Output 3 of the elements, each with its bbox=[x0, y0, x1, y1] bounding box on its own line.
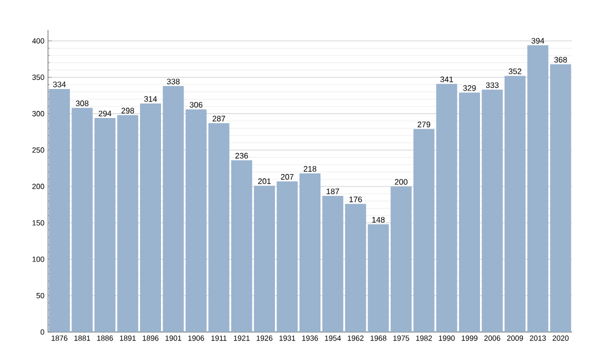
bar bbox=[300, 173, 321, 332]
bar bbox=[458, 92, 480, 332]
bar bbox=[140, 103, 162, 332]
